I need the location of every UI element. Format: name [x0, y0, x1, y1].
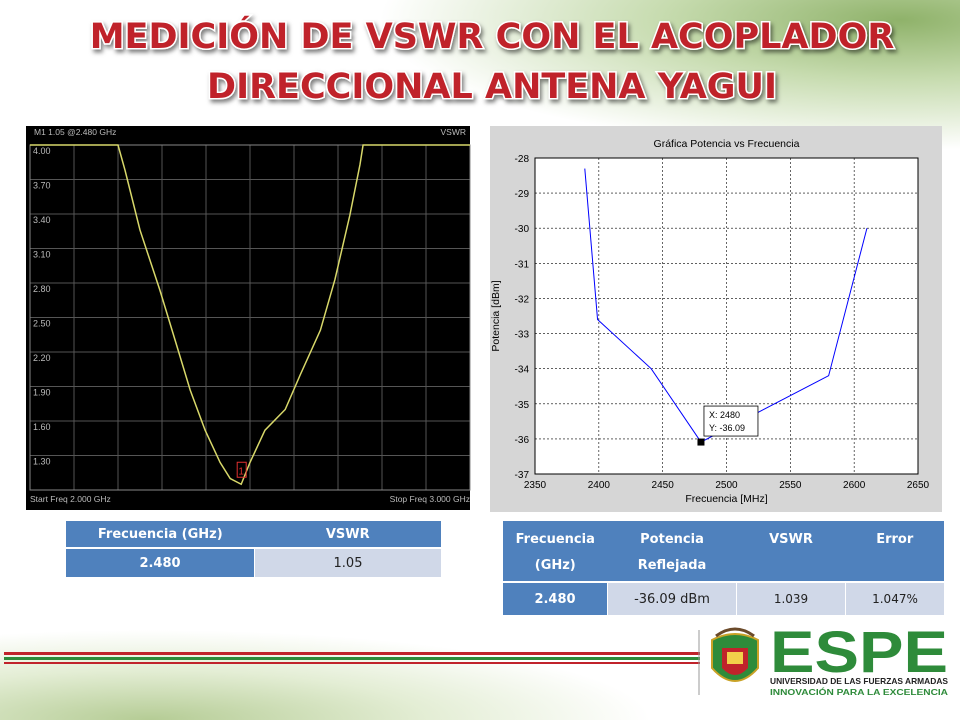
y-tick-label: -30: [515, 224, 530, 235]
y-tick-label: -29: [515, 189, 530, 200]
stripe: [4, 662, 700, 664]
table: Frecuencia (GHz) VSWR 2.480 1.05: [66, 521, 441, 577]
chart-header: M1 1.05 @2.480 GHz: [34, 127, 116, 137]
y-axis-label: Potencia [dBm]: [490, 280, 502, 351]
y-tick-label: 3.40: [33, 215, 51, 225]
logo-line: UNIVERSIDAD DE LAS FUERZAS ARMADAS: [770, 676, 948, 686]
x-tick-label: 2500: [715, 480, 738, 491]
x-tick-label: 2350: [524, 480, 547, 491]
y-tick-label: 1.30: [33, 457, 51, 467]
y-tick-label: -31: [515, 259, 530, 270]
datatip-point: [697, 438, 705, 446]
plot-border: [29, 144, 471, 491]
stripe: [4, 657, 700, 660]
header-bar: [26, 126, 470, 138]
y-tick-label: -33: [515, 330, 530, 341]
y-tick-label: -28: [515, 154, 530, 165]
title-line: DIRECCIONAL ANTENA YAGUI: [207, 67, 777, 107]
y-tick-label: -36: [515, 435, 530, 446]
x-stop-label: Stop Freq 3.000 GHz: [390, 494, 470, 504]
y-tick-label: -32: [515, 294, 530, 305]
y-tick-label: 1.60: [33, 422, 51, 432]
y-tick-label: 4.00: [33, 146, 51, 156]
data-line: [30, 144, 470, 486]
axis-label: VSWR: [441, 127, 467, 137]
marker-box: [236, 461, 247, 478]
x-tick-label: 2600: [843, 480, 866, 491]
y-tick-label: 2.80: [33, 284, 51, 294]
y-tick-label: 3.10: [33, 250, 51, 260]
marker-label: 1: [238, 466, 244, 477]
table-cell: Error: [845, 521, 944, 582]
x-tick-label: 2650: [907, 480, 930, 491]
stripe: [4, 652, 700, 655]
table-row: 2.480 -36.09 dBm 1.039 1.047%: [503, 581, 944, 615]
table-cell: 1.047%: [845, 581, 944, 615]
table-row: Frecuencia (GHz) VSWR: [66, 521, 441, 548]
table-row: 2.480 1.05: [66, 547, 441, 577]
table-cell: 2.480: [503, 581, 608, 615]
y-tick-label: 2.50: [33, 319, 51, 329]
table-cell: 1.039: [736, 581, 846, 615]
datatip-text: X: 2480: [709, 410, 740, 420]
table-cell: VSWR: [254, 521, 441, 548]
x-axis-label: Frecuencia [MHz]: [685, 493, 767, 505]
table-cell: 1.05: [254, 547, 441, 577]
table: Frecuencia (GHz) Potencia Reflejada VSWR Er…: [503, 521, 944, 615]
y-tick-label: 2.20: [33, 353, 51, 363]
y-tick-label: -37: [515, 470, 530, 481]
table-cell: Potencia Reflejada: [607, 521, 737, 582]
table-cell: -36.09 dBm: [607, 581, 737, 615]
datatip-text: Y: -36.09: [709, 423, 745, 433]
logo-name: ESPE: [770, 620, 948, 685]
chart-title: Gráfica Potencia vs Frecuencia: [654, 138, 800, 150]
x-tick-label: 2550: [779, 480, 802, 491]
y-tick-label: 3.70: [33, 181, 51, 191]
logo-line: INNOVACIÓN PARA LA EXCELENCIA: [770, 688, 948, 697]
y-tick-label: 1.90: [33, 388, 51, 398]
table-cell: 2.480: [66, 547, 255, 577]
table-cell: Frecuencia (GHz): [66, 521, 255, 548]
data-line: [584, 168, 868, 443]
crest: [711, 627, 759, 682]
y-tick-label: -34: [515, 365, 530, 376]
table-cell: Frecuencia (GHz): [503, 521, 608, 582]
x-tick-label: 2450: [652, 480, 675, 491]
x-start-label: Start Freq 2.000 GHz: [30, 494, 111, 504]
x-tick-label: 2400: [588, 480, 611, 491]
table-row: Frecuencia (GHz) Potencia Reflejada VSWR Er…: [503, 521, 944, 582]
title-line: MEDICIÓN DE VSWR CON EL ACOPLADOR: [90, 15, 895, 57]
y-tick-label: -35: [515, 400, 530, 411]
datatip-box: [703, 405, 759, 437]
table-cell: VSWR: [736, 521, 846, 582]
